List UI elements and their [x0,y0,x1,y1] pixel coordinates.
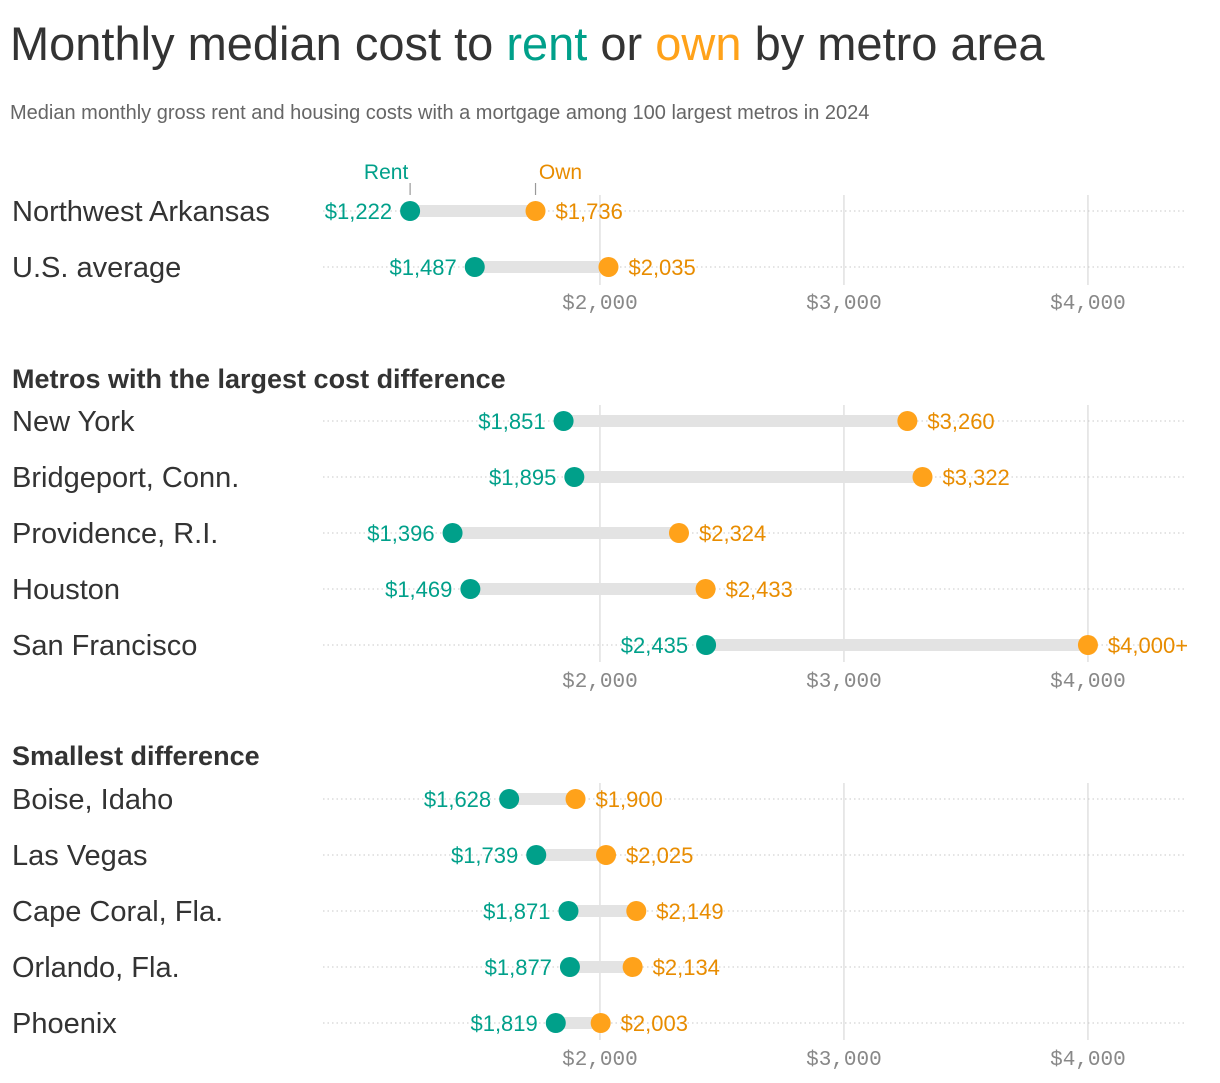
x-tick-label: $3,000 [806,671,882,694]
own-value-label: $1,736 [556,199,623,224]
x-tick-label: $2,000 [562,293,638,316]
row-label: Boise, Idaho [12,784,173,816]
own-dot [668,523,689,543]
rent-value-label: $1,871 [483,899,550,924]
own-dot [590,1013,611,1033]
legend-rent: Rent [364,161,409,184]
own-value-label: $3,322 [943,465,1010,490]
x-tick-label: $3,000 [806,1049,882,1072]
rent-dot [564,467,585,487]
rent-value-label: $1,895 [489,465,556,490]
title-text: or [587,17,655,70]
row-label: U.S. average [12,252,181,284]
title-text: by metro area [742,17,1046,70]
row-label: Houston [12,574,120,606]
own-value-label: $2,324 [699,521,766,546]
title-own-word: own [655,17,741,70]
own-value-label: $2,025 [626,843,693,868]
x-tick-label: $4,000 [1050,1049,1126,1072]
rent-dot [442,523,463,543]
own-value-label: $2,433 [726,577,793,602]
own-dot [596,845,617,865]
legend-own: Own [539,161,582,184]
own-value-label: $4,000+ [1108,633,1188,658]
chart-title: Monthly median cost to rent or own by me… [10,17,1045,70]
own-dot [1077,635,1098,655]
rent-dot [464,257,485,277]
title-text: Monthly median cost to [10,17,506,70]
rent-value-label: $1,819 [470,1011,537,1036]
rent-value-label: $1,487 [389,255,456,280]
rent-dot [499,789,520,809]
own-dot [525,201,546,221]
row-label: Northwest Arkansas [12,196,270,228]
rent-value-label: $1,628 [424,787,491,812]
rent-dot [526,845,547,865]
own-value-label: $2,134 [653,955,720,980]
own-value-label: $3,260 [927,409,994,434]
section-heading: Metros with the largest cost difference [12,364,506,394]
rent-value-label: $1,851 [478,409,545,434]
rent-dot [559,957,580,977]
own-dot [897,411,918,431]
chart-subtitle: Median monthly gross rent and housing co… [10,102,869,124]
row-label: Orlando, Fla. [12,952,180,984]
rent-value-label: $2,435 [621,633,688,658]
row-label: New York [12,406,135,438]
row-label: Providence, R.I. [12,518,218,550]
rent-value-label: $1,222 [325,199,392,224]
row-label: Phoenix [12,1008,117,1040]
rent-value-label: $1,469 [385,577,452,602]
own-value-label: $2,035 [628,255,695,280]
own-dot [565,789,586,809]
x-tick-label: $3,000 [806,293,882,316]
rent-dot [400,201,421,221]
rent-value-label: $1,877 [485,955,552,980]
section-heading: Smallest difference [12,741,260,771]
own-dot [598,257,619,277]
row-label: Las Vegas [12,840,147,872]
x-tick-label: $4,000 [1050,293,1126,316]
rent-dot [553,411,574,431]
own-dot [695,579,716,599]
rent-dot [460,579,481,599]
x-tick-label: $4,000 [1050,671,1126,694]
x-tick-label: $2,000 [562,1049,638,1072]
rent-dot [558,901,579,921]
own-dot [622,957,643,977]
rent-dot [545,1013,566,1033]
title-rent-word: rent [506,17,587,70]
own-value-label: $1,900 [596,787,663,812]
x-tick-label: $2,000 [562,671,638,694]
row-label: Bridgeport, Conn. [12,462,239,494]
own-value-label: $2,149 [656,899,723,924]
own-dot [626,901,647,921]
row-label: Cape Coral, Fla. [12,896,223,928]
own-value-label: $2,003 [621,1011,688,1036]
own-dot [912,467,933,487]
rent-dot [696,635,717,655]
rent-value-label: $1,739 [451,843,518,868]
row-label: San Francisco [12,630,197,662]
rent-value-label: $1,396 [367,521,434,546]
